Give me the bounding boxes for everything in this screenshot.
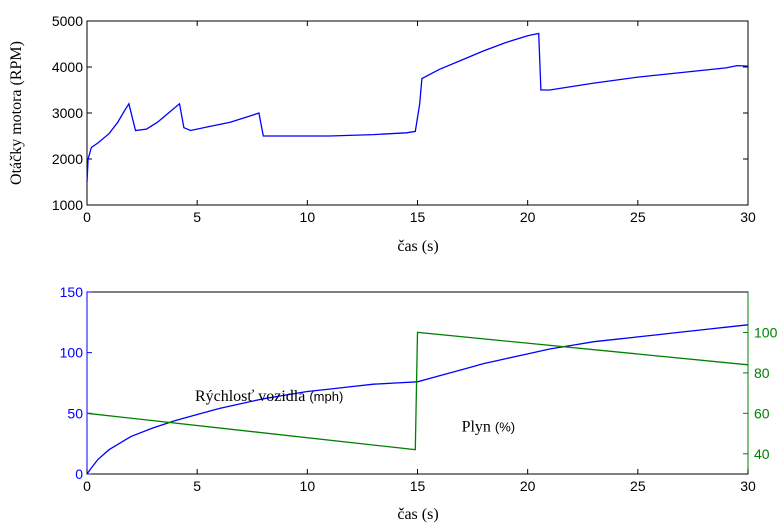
bottom-x-tick-label: 15 [410,478,426,494]
bottom-right-y-tick-label: 80 [754,365,770,381]
top-x-tick-label: 30 [740,209,756,225]
top-y-tick-label: 3000 [52,105,83,121]
bottom-x-tick-label: 10 [300,478,316,494]
bottom-plot: 0 5 10 15 20 25 30 0 50 100 150 40 60 80 100 čas (s)… [60,284,778,523]
bottom-annotations: Rýchlosť vozidla (mph) Plyn (%) [195,388,515,435]
bottom-x-tick-label: 25 [630,478,646,494]
top-plot: 0 5 10 15 20 25 30 1000 2000 3000 4000 5000 čas (s… [8,13,756,255]
bottom-left-y-tick-label: 0 [75,466,83,482]
top-plot-frame [86,20,749,206]
annotation-main-text: Rýchlosť vozidla [195,388,309,405]
bottom-right-y-tick-label: 40 [754,446,770,462]
throttle-series-line [86,331,749,451]
bottom-left-y-axis: 0 50 100 150 [60,284,92,482]
bottom-left-y-tick-label: 100 [60,345,84,361]
bottom-x-tick-label: 0 [83,478,91,494]
top-y-axis: 1000 2000 3000 4000 5000 [52,13,748,213]
annotation-main-text: Plyn [462,418,495,435]
top-y-axis-label-text: Otáčky motora (RPM) [8,41,25,185]
bottom-left-y-tick-label: 50 [67,405,83,421]
bottom-x-axis-label: čas (s) [397,506,438,523]
top-x-tick-label: 15 [410,209,426,225]
annotation-unit-text: (mph) [309,389,343,404]
top-x-tick-label: 25 [630,209,646,225]
top-x-tick-label: 20 [520,209,536,225]
bottom-x-tick-label: 20 [520,478,536,494]
bottom-x-tick-label: 30 [740,478,756,494]
annotation-unit-text: (%) [495,419,515,434]
bottom-x-axis: 0 5 10 15 20 25 30 [83,469,756,494]
bottom-right-y-tick-label: 100 [754,324,778,340]
engine-rpm-series-line [86,32,749,183]
top-x-tick-label: 0 [83,209,91,225]
bottom-left-y-tick-label: 150 [60,284,84,300]
bottom-x-tick-label: 5 [193,478,201,494]
top-x-tick-label: 5 [193,209,201,225]
speed-annotation: Rýchlosť vozidla (mph) [195,388,343,405]
vehicle-speed-series-line [86,324,749,475]
top-y-tick-label: 2000 [52,151,83,167]
top-y-tick-label: 5000 [52,13,83,29]
top-x-tick-label: 10 [300,209,316,225]
throttle-annotation: Plyn (%) [462,418,516,435]
top-y-tick-label: 1000 [52,197,83,213]
bottom-right-y-axis: 40 60 80 100 [743,324,778,462]
top-y-tick-label: 4000 [52,59,83,75]
top-x-axis: 0 5 10 15 20 25 30 [83,21,756,225]
top-x-axis-label: čas (s) [397,238,438,255]
top-y-axis-label: Otáčky motora (RPM) [8,41,25,185]
bottom-plot-frame [86,291,749,475]
bottom-right-y-tick-label: 60 [754,405,770,421]
